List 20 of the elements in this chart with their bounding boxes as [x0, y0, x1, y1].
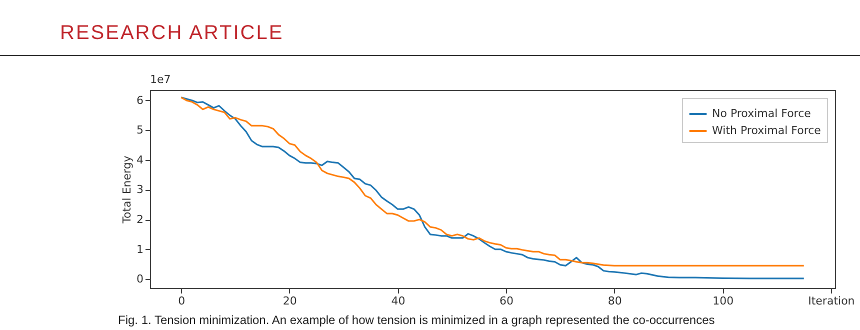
text: RESEARCH ARTICLE: [60, 22, 284, 45]
y-tick-label: 2: [136, 213, 144, 226]
x-tick-label: Iteration: [808, 294, 855, 308]
text: 1e7: [150, 73, 171, 86]
y-tick-label: 5: [136, 124, 144, 137]
x-tick-label: 100: [712, 294, 734, 308]
legend-label: With Proximal Force: [712, 124, 822, 137]
y-tick-label: 0: [136, 272, 144, 286]
x-tick-label: 60: [500, 294, 514, 308]
x-tick-label: 80: [608, 294, 622, 308]
y-tick-label: 1: [136, 242, 144, 256]
y-axis-title: Total Energy: [120, 155, 134, 224]
x-tick-label: 40: [391, 294, 406, 308]
x-tick-label: 20: [282, 294, 297, 308]
legend-label: No Proximal Force: [712, 107, 812, 120]
x-tick-label: 0: [178, 294, 186, 308]
y-tick-label: 3: [136, 183, 144, 196]
y-tick-label: 6: [136, 94, 144, 107]
y-tick-label: 4: [136, 153, 144, 166]
caption: Fig. 1. Tension minimization. An example of how tension is minimized in a graph represented the co-occurrences: [118, 313, 715, 327]
